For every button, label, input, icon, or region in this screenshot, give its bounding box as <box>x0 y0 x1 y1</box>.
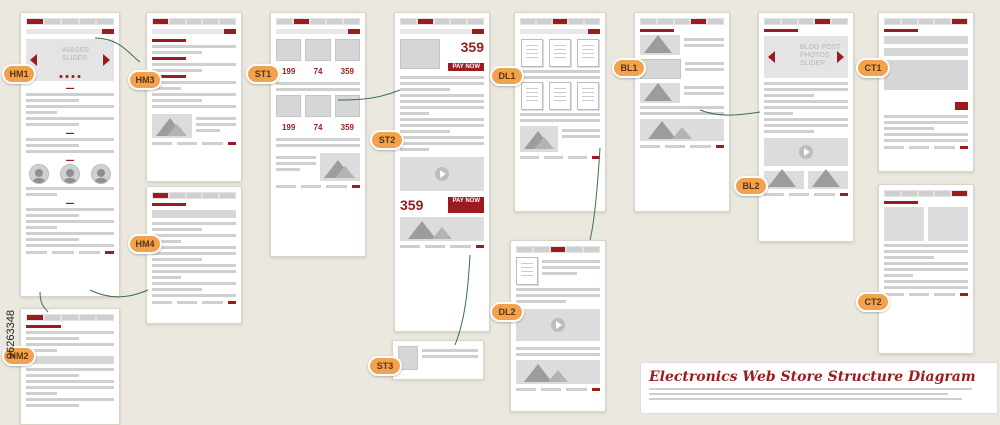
team-avatar <box>90 164 111 184</box>
blog-photo-slider[interactable]: BLOG POST PHOTOS SLIDER <box>764 36 848 78</box>
slider-next-arrow-icon[interactable] <box>837 51 844 63</box>
blog-slider-caption: BLOG POST PHOTOS SLIDER <box>800 44 841 67</box>
video-player[interactable] <box>400 157 484 191</box>
team-avatar <box>29 164 50 184</box>
badge-hm2: HM2 <box>2 346 36 366</box>
play-icon[interactable] <box>799 145 813 159</box>
product-thumb[interactable] <box>305 95 331 117</box>
pay-now-button[interactable]: PAY NOW <box>448 63 484 71</box>
send-button[interactable] <box>954 102 968 110</box>
image-placeholder <box>320 153 360 181</box>
page-home: IMAGES SLIDER ▬▬ ▬▬ ▬▬ ▬▬ <box>20 12 120 297</box>
slider-next-arrow-icon[interactable] <box>103 54 110 66</box>
document-icon[interactable] <box>577 82 599 110</box>
connector-st2-st3 <box>454 254 471 346</box>
product-price: 359 <box>340 123 354 132</box>
stock-id: 96263348 <box>5 310 17 359</box>
video-player[interactable] <box>764 138 848 166</box>
product-thumb[interactable] <box>334 95 360 117</box>
document-icon[interactable] <box>521 39 543 67</box>
badge-st2: ST2 <box>370 130 404 150</box>
product-price: 74 <box>313 67 323 76</box>
video-player[interactable] <box>516 309 600 341</box>
image-placeholder <box>516 360 600 384</box>
badge-hm1: HM1 <box>2 64 36 84</box>
detail-price-bottom: 359 <box>400 197 424 213</box>
product-price: 199 <box>281 67 296 76</box>
world-map[interactable] <box>884 207 924 241</box>
badge-hm4: HM4 <box>128 234 162 254</box>
page-blog-list <box>634 12 730 212</box>
diagram-title: Electronics Web Store Structure Diagram <box>649 369 976 385</box>
badge-dl2: DL2 <box>490 302 524 322</box>
product-thumb[interactable] <box>276 39 302 61</box>
product-thumb[interactable] <box>305 39 331 61</box>
product-price: 199 <box>281 123 296 132</box>
page-checkout <box>392 340 484 380</box>
nav-bar[interactable] <box>26 18 114 25</box>
page-product-detail: 359 PAY NOW 359 PAY NOW <box>394 12 490 332</box>
city-map[interactable] <box>928 207 968 241</box>
slider-prev-arrow-icon[interactable] <box>768 51 775 63</box>
connector-hm1-hm3 <box>94 37 141 63</box>
page-contact <box>878 12 974 172</box>
connector-dl1-dl2 <box>589 147 601 241</box>
badge-bl1: BL1 <box>612 58 646 78</box>
detail-price: 359 <box>460 39 484 55</box>
contact-name-field[interactable] <box>884 36 968 44</box>
document-icon[interactable] <box>577 39 599 67</box>
play-icon[interactable] <box>435 167 449 181</box>
slider-prev-arrow-icon[interactable] <box>30 54 37 66</box>
connector-bl1-bl2 <box>699 109 761 116</box>
page-store-catalog: 199 74 359 199 74 359 <box>270 12 366 257</box>
connector-st1-st2 <box>337 89 401 101</box>
page-contact-map <box>878 184 974 354</box>
contact-message-field[interactable] <box>884 60 968 90</box>
product-thumb[interactable] <box>276 95 302 117</box>
image-placeholder <box>520 126 558 152</box>
document-icon[interactable] <box>549 82 571 110</box>
search-bar[interactable] <box>26 29 114 34</box>
document-icon[interactable] <box>521 82 543 110</box>
page-downloads <box>514 12 606 212</box>
connector-hm1-hm4 <box>89 289 149 298</box>
image-slider[interactable]: IMAGES SLIDER <box>26 39 114 81</box>
badge-ct1: CT1 <box>856 58 890 78</box>
page-company <box>20 308 120 425</box>
page-legal <box>146 186 242 324</box>
page-download-detail <box>510 240 606 412</box>
document-icon[interactable] <box>549 39 571 67</box>
page-blog-post: BLOG POST PHOTOS SLIDER <box>758 12 854 242</box>
slider-caption: IMAGES SLIDER <box>62 47 90 62</box>
product-price: 74 <box>313 123 323 132</box>
badge-st3: ST3 <box>368 356 402 376</box>
slider-dots[interactable] <box>59 75 81 78</box>
badge-bl2: BL2 <box>734 176 768 196</box>
play-icon[interactable] <box>551 318 565 332</box>
badge-hm3: HM3 <box>128 70 162 90</box>
team-avatar <box>59 164 80 184</box>
product-thumb[interactable] <box>334 39 360 61</box>
image-placeholder <box>400 217 484 241</box>
pay-now-button-bottom[interactable]: PAY NOW <box>448 197 484 213</box>
badge-st1: ST1 <box>246 64 280 84</box>
connector-hm1-hm2 <box>39 291 49 313</box>
product-image[interactable] <box>400 39 440 69</box>
contact-email-field[interactable] <box>884 48 968 56</box>
badge-ct2: CT2 <box>856 292 890 312</box>
page-search-results <box>146 12 242 182</box>
badge-dl1: DL1 <box>490 66 524 86</box>
product-price: 359 <box>340 67 354 76</box>
image-placeholder <box>152 114 192 138</box>
document-icon <box>516 257 538 285</box>
diagram-caption: Electronics Web Store Structure Diagram <box>640 362 998 414</box>
